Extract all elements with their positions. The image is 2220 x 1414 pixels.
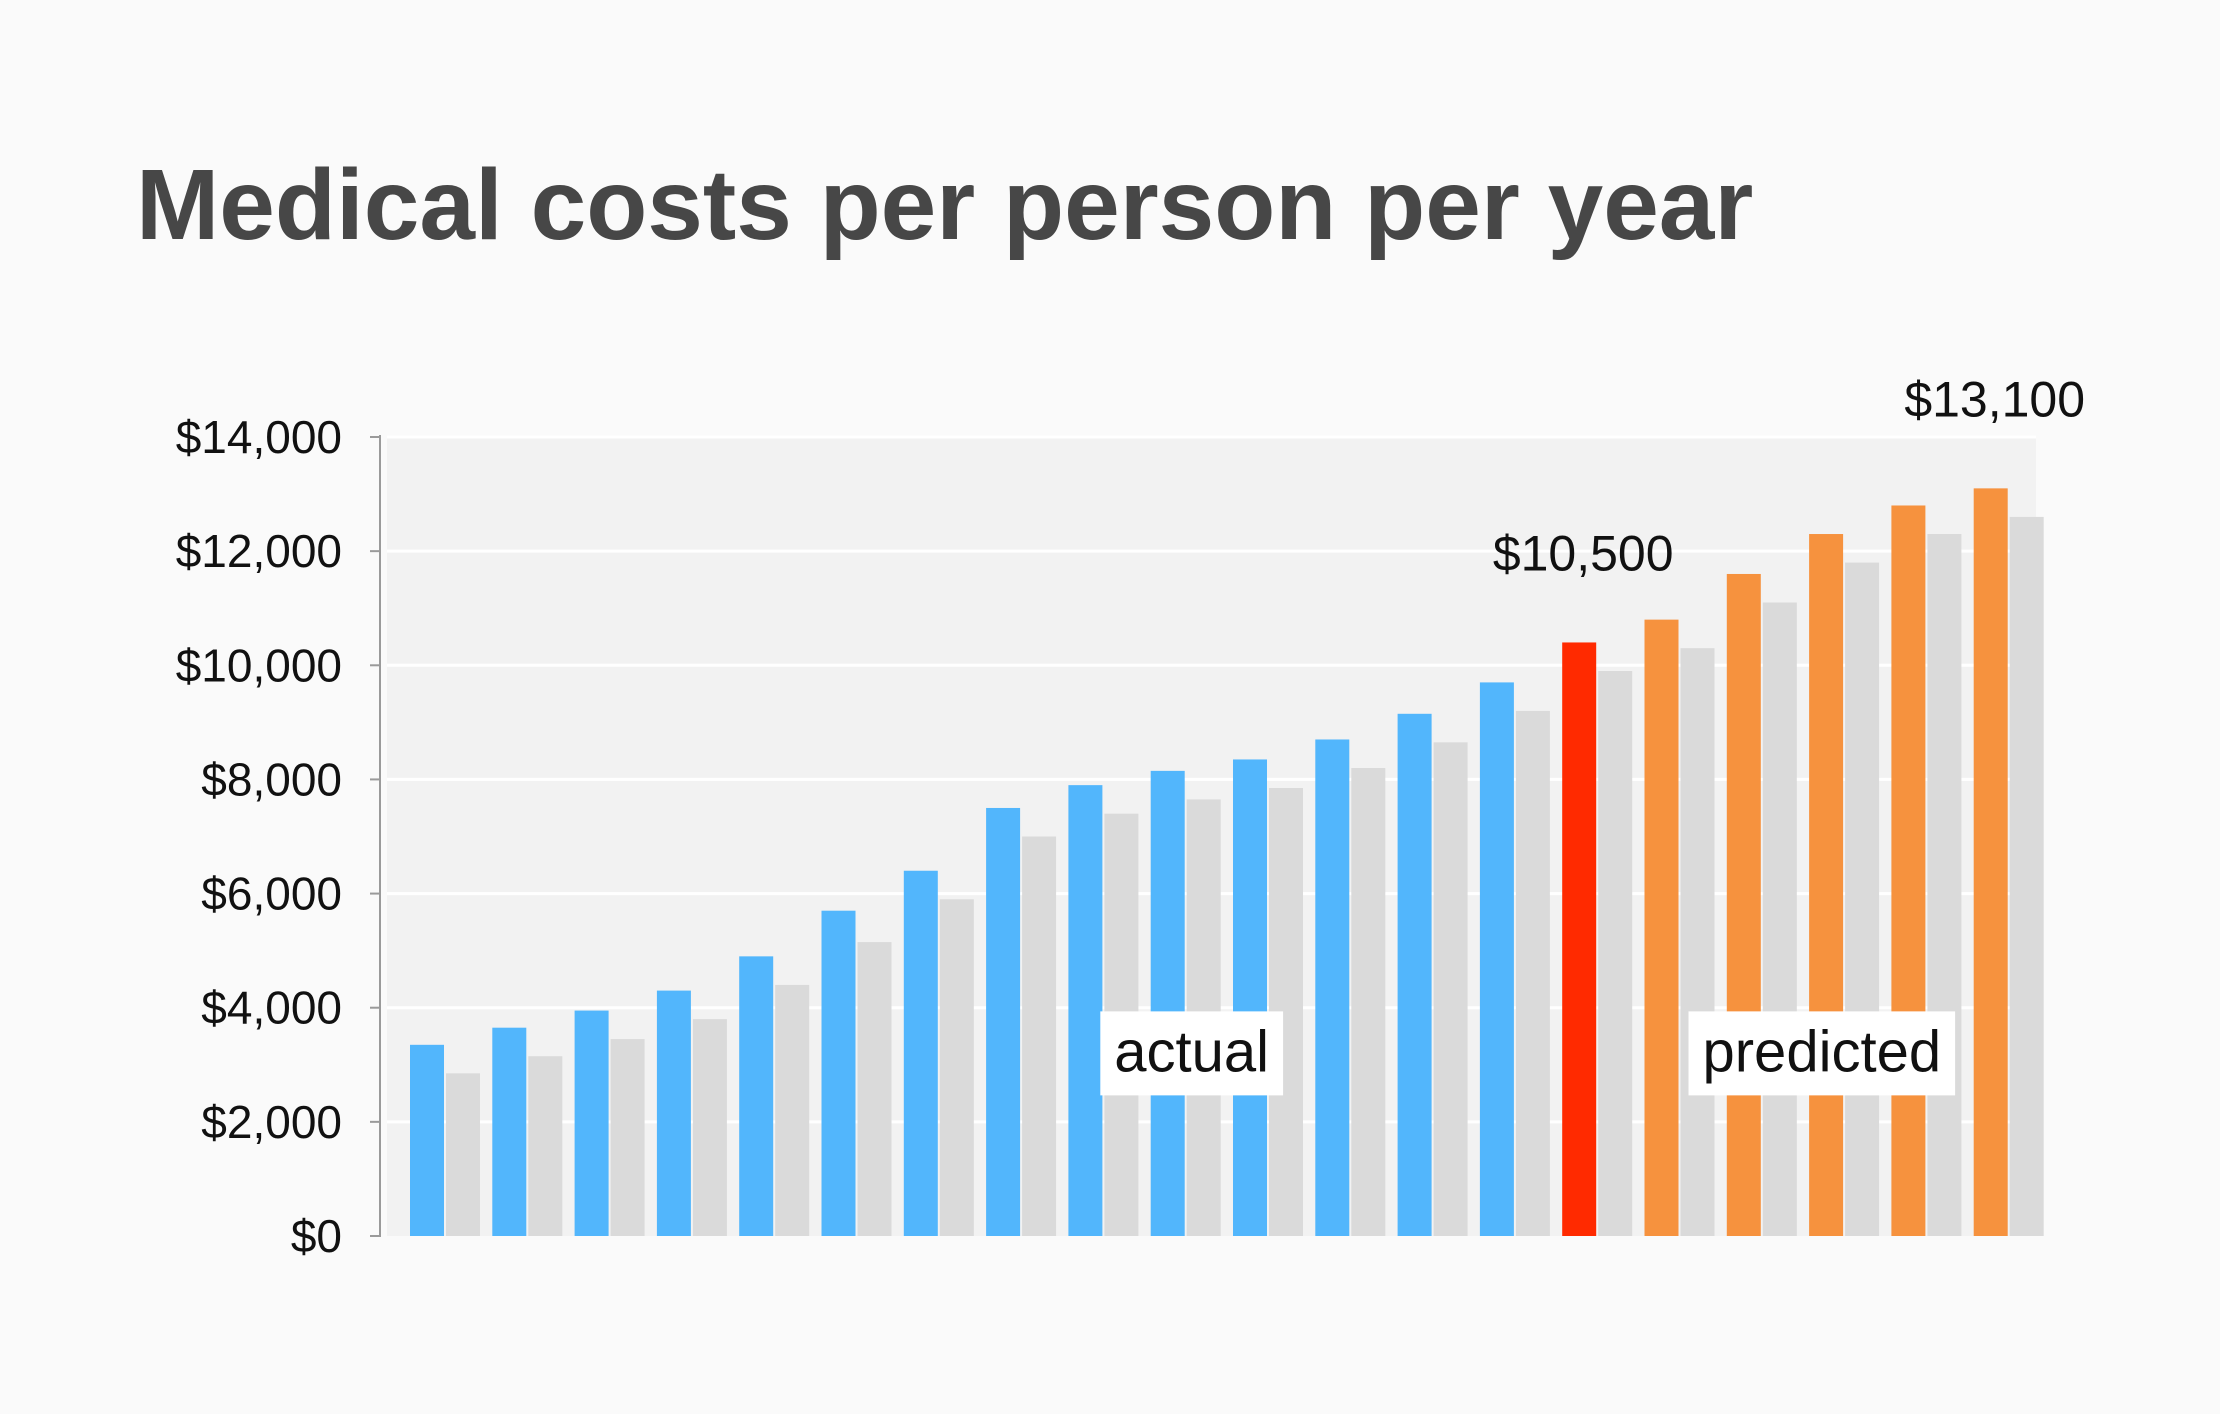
chart-title: Medical costs per person per year <box>136 149 1754 261</box>
section-label-actual: actual <box>1114 1019 1269 1084</box>
comparison-bar-4 <box>775 984 810 1236</box>
comparison-bar-18 <box>1927 534 1962 1236</box>
cost-bar-1 <box>492 1027 527 1236</box>
cost-bar-4 <box>739 956 774 1236</box>
y-tick-label-0: $0 <box>291 1210 342 1262</box>
cost-bar-0 <box>410 1044 444 1236</box>
cost-bar-14 <box>1562 642 1597 1236</box>
section-label-predicted: predicted <box>1702 1019 1941 1084</box>
y-tick-label-5: $10,000 <box>176 639 342 691</box>
comparison-bar-12 <box>1433 742 1468 1236</box>
y-tick-label-3: $6,000 <box>201 868 342 920</box>
cost-bar-19 <box>1973 488 2008 1237</box>
cost-bar-7 <box>986 807 1021 1236</box>
comparison-bar-7 <box>1022 836 1057 1236</box>
comparison-bar-19 <box>2009 516 2044 1236</box>
comparison-bar-5 <box>857 942 892 1236</box>
comparison-bar-14 <box>1598 670 1633 1236</box>
cost-bar-12 <box>1397 713 1432 1236</box>
cost-bar-8 <box>1068 785 1103 1236</box>
comparison-bar-17 <box>1845 562 1880 1236</box>
comparison-bar-1 <box>528 1056 563 1236</box>
comparison-bar-2 <box>610 1039 645 1236</box>
cost-bar-3 <box>656 990 691 1236</box>
cost-bar-17 <box>1809 534 1844 1236</box>
comparison-bar-0 <box>446 1073 480 1236</box>
value-annotation-1: $13,100 <box>1904 371 2085 427</box>
cost-bar-18 <box>1891 505 1926 1236</box>
comparison-bar-11 <box>1351 768 1386 1236</box>
section-label-box-actual <box>1100 1011 1284 1096</box>
cost-bar-9 <box>1150 770 1185 1236</box>
comparison-bar-6 <box>939 899 974 1236</box>
cost-bar-13 <box>1479 682 1514 1236</box>
cost-bar-5 <box>821 910 856 1236</box>
cost-bar-2 <box>574 1010 609 1236</box>
y-tick-label-2: $4,000 <box>201 982 342 1034</box>
cost-bar-6 <box>903 870 938 1236</box>
cost-bar-15 <box>1644 619 1679 1236</box>
section-label-box-predicted <box>1688 1011 1956 1096</box>
y-axis: $0 $2,000 $4,000 $6,000 $8,000 $10,000 $12,000… <box>176 411 381 1262</box>
comparison-bar-13 <box>1515 710 1550 1236</box>
bars <box>410 488 2044 1237</box>
cost-bar-11 <box>1315 739 1350 1236</box>
value-annotation-0: $10,500 <box>1493 525 1674 581</box>
comparison-bar-16 <box>1762 602 1797 1236</box>
y-tick-label-4: $8,000 <box>201 753 342 805</box>
y-tick-label-6: $12,000 <box>176 525 342 577</box>
cost-bar-16 <box>1726 573 1761 1236</box>
cost-bar-10 <box>1233 759 1267 1236</box>
y-tick-label-7: $14,000 <box>176 411 342 463</box>
comparison-bar-3 <box>692 1019 727 1236</box>
labels: $10,500 $13,100 actual predicted <box>1100 371 2085 1096</box>
comparison-bar-15 <box>1680 648 1715 1236</box>
y-tick-label-1: $2,000 <box>201 1096 342 1148</box>
